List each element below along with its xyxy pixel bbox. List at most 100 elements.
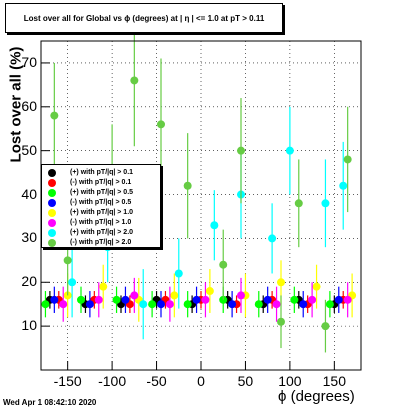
y-tick-label: 30: [21, 229, 37, 246]
data-point: [68, 278, 77, 287]
data-point: [170, 291, 179, 300]
data-point: [130, 291, 139, 300]
data-point: [121, 295, 130, 304]
data-point: [50, 111, 59, 120]
data-point: [85, 300, 94, 309]
data-point: [325, 300, 334, 309]
legend-entry: (+) with pT/|q| > 0.1: [42, 168, 160, 178]
legend-label: (-) with pT/|q| > 2.0: [70, 239, 132, 246]
data-point: [174, 269, 183, 278]
data-point: [237, 146, 245, 155]
data-point: [219, 260, 228, 269]
y-tick-label: 60: [21, 97, 37, 114]
legend-label: (+) with pT/|q| > 0.5: [70, 189, 134, 196]
data-point: [277, 278, 285, 287]
timestamp: Wed Apr 1 08:42:10 2020: [3, 398, 97, 407]
series-4: [63, 260, 357, 322]
data-point: [201, 295, 210, 304]
data-point: [94, 295, 103, 304]
axis-ticks: [41, 62, 335, 370]
series-2: [41, 286, 334, 318]
data-point: [343, 155, 352, 164]
data-point: [321, 199, 330, 208]
data-point: [99, 282, 108, 291]
data-point: [165, 300, 174, 309]
y-tick-label: 70: [21, 53, 37, 70]
data-point: [339, 181, 348, 190]
legend-label: (+) with pT/|q| > 2.0: [70, 229, 134, 236]
data-point: [139, 300, 148, 309]
data-point: [192, 295, 201, 304]
legend-marker: [48, 179, 56, 187]
legend-entry: (-) with pT/|q| > 2.0: [42, 238, 160, 248]
data-point: [50, 295, 59, 304]
y-tick-label: 20: [21, 273, 37, 290]
x-tick-label: 50: [237, 373, 254, 389]
legend-marker: [48, 239, 56, 247]
y-tick-label: 10: [21, 317, 37, 334]
data-point: [285, 146, 294, 155]
x-tick-label: 150: [322, 373, 346, 389]
data-point: [183, 300, 192, 309]
x-tick-label: -150: [53, 373, 82, 389]
data-point: [268, 234, 277, 243]
data-point: [321, 322, 330, 331]
data-point: [59, 300, 68, 309]
legend-label: (-) with pT/|q| > 0.5: [70, 199, 132, 206]
data-point: [210, 221, 219, 230]
legend-entry: (-) with pT/|q| > 0.1: [42, 178, 160, 188]
legend-entry: (+) with pT/|q| > 1.0: [42, 208, 160, 218]
data-point: [290, 295, 299, 304]
legend-marker: [48, 219, 56, 227]
legend-label: (-) with pT/|q| > 0.1: [70, 179, 132, 186]
data-point: [148, 300, 157, 309]
x-tick-label: 100: [278, 373, 302, 389]
x-axis-label: ϕ (degrees): [278, 388, 355, 405]
data-point: [157, 300, 165, 309]
data-point: [237, 291, 245, 300]
series-5: [59, 277, 352, 322]
data-point: [77, 295, 85, 304]
data-point: [41, 300, 50, 309]
data-point: [228, 300, 237, 309]
series-7: [50, 14, 352, 353]
y-tick-label: 50: [21, 141, 37, 158]
legend-marker: [48, 229, 56, 237]
x-tick-label: -100: [98, 373, 127, 389]
legend-marker: [48, 209, 56, 217]
data-point: [130, 76, 139, 85]
data-point: [334, 295, 343, 304]
data-point: [263, 295, 272, 304]
legend: (+) with pT/|q| > 0.1 (-) with pT/|q| > 0…: [41, 164, 161, 248]
data-point: [277, 317, 285, 326]
y-tick-label: 40: [21, 185, 37, 202]
data-point: [254, 300, 263, 309]
x-tick-label: 0: [197, 373, 205, 389]
data-point: [299, 300, 308, 309]
legend-marker: [48, 189, 56, 197]
x-tick-label: -50: [146, 373, 167, 389]
legend-entry: (+) with pT/|q| > 0.5: [42, 188, 160, 198]
legend-entry: (+) with pT/|q| > 2.0: [42, 228, 160, 238]
data-point: [272, 300, 281, 309]
data-point: [183, 181, 192, 190]
data-point: [63, 256, 72, 265]
data-point: [312, 282, 321, 291]
legend-label: (-) with pT/|q| > 1.0: [70, 219, 132, 226]
legend-label: (+) with pT/|q| > 0.1: [70, 169, 134, 176]
legend-label: (+) with pT/|q| > 1.0: [70, 209, 134, 216]
legend-entry: (-) with pT/|q| > 1.0: [42, 218, 160, 228]
series-layer: [41, 14, 357, 353]
series-3: [50, 286, 343, 318]
data-point: [343, 295, 352, 304]
data-point: [294, 199, 303, 208]
data-point: [205, 287, 214, 296]
legend-marker: [48, 199, 56, 207]
data-point: [112, 295, 121, 304]
legend-entry: (-) with pT/|q| > 0.5: [42, 198, 160, 208]
data-point: [157, 120, 165, 129]
data-point: [308, 295, 317, 304]
chart-title: Lost over all for Global vs ϕ (degrees) …: [5, 3, 283, 33]
legend-marker: [48, 169, 56, 177]
